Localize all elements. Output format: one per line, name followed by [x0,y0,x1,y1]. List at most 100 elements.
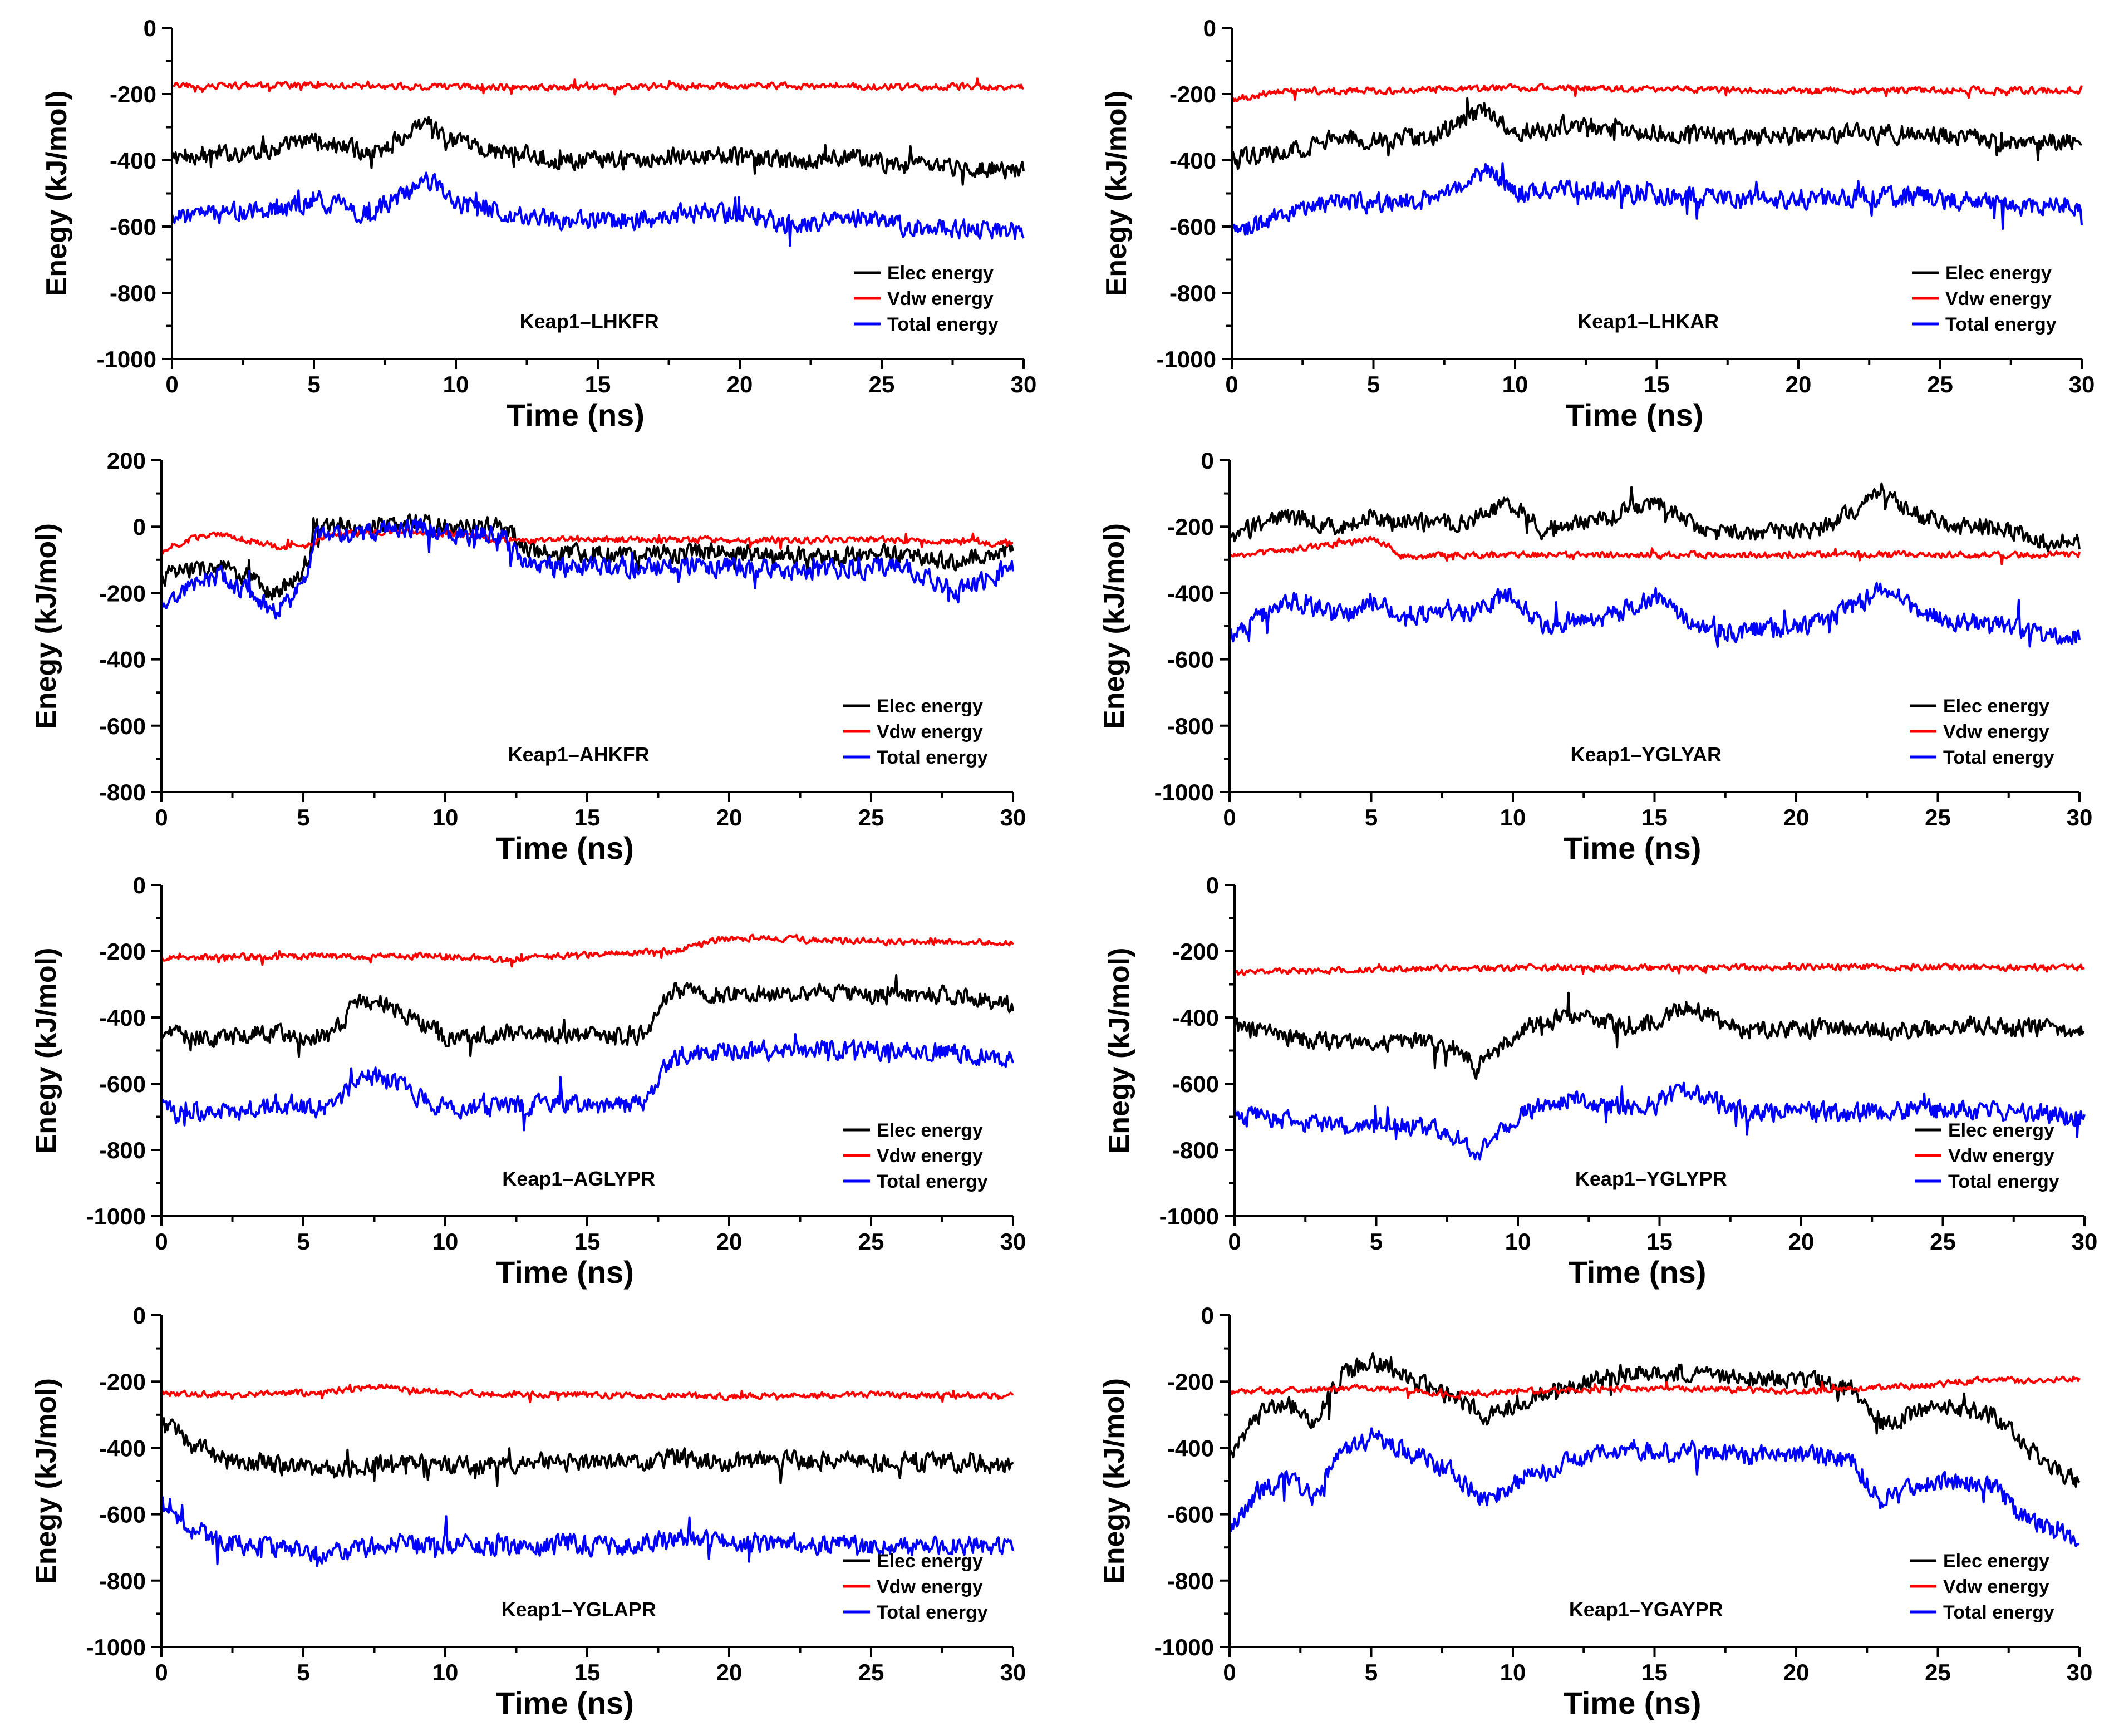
series-line-total-energy [160,518,1014,620]
series-line-elec-energy [160,513,1014,601]
series-line-vdw-energy [1233,962,2085,976]
legend: Elec energy Vdw energy Total energy [1910,696,2054,768]
y-tick-label: -800 [1172,1137,1219,1163]
x-tick-label: 15 [1641,1659,1668,1685]
x-tick-label: 15 [574,804,601,830]
y-axis-label: Enegy (kJ/mol) [1098,1378,1130,1584]
legend-label: Elec energy [1943,696,2049,717]
x-tick-label: 0 [165,371,178,397]
legend: Elec energy Vdw energy Total energy [1912,263,2057,335]
chart-title: Keap1–AHKFR [508,743,650,766]
series-line-elec-energy [1228,482,2081,553]
series-line-vdw-energy [1228,1375,2081,1400]
chart-title: Keap1–YGLYAR [1570,743,1721,766]
x-tick-label: 25 [1925,1659,1951,1685]
legend-label: Vdw energy [877,1145,983,1167]
x-tick-label: 15 [574,1659,601,1685]
y-tick-label: 0 [1206,872,1219,898]
y-tick-label: -200 [99,938,146,965]
legend-label: Vdw energy [877,1576,983,1597]
y-tick-label: -200 [1172,938,1219,965]
series-line-total-energy [1228,582,2081,648]
chart-panel-8: 0 -200 -400 -600 -800 -1000 0 5 10 15 20 25 30 Time (… [1098,1302,2092,1720]
x-tick-label: 15 [574,1228,601,1255]
y-tick-label: 0 [1203,15,1216,41]
series-line-total-energy [160,1033,1014,1132]
x-tick-label: 5 [1365,1659,1378,1685]
x-tick-label: 0 [155,1659,168,1685]
y-axis-label: Enegy (kJ/mol) [30,948,62,1154]
y-tick-label: -600 [99,1502,146,1528]
legend-label: Total energy [1943,1602,2054,1623]
chart-panel-7: 0 -200 -400 -600 -800 -1000 0 5 10 15 20 25 30 Time (… [30,1302,1026,1720]
x-axis-label: Time (ns) [1566,397,1704,432]
y-tick-label: -200 [99,580,146,606]
y-tick-label: -800 [99,1137,146,1163]
x-tick-label: 25 [858,804,884,830]
series-line-total-energy [1231,162,2083,236]
x-tick-label: 30 [1000,1228,1026,1255]
x-tick-label: 15 [1644,371,1670,397]
x-tick-label: 5 [297,1228,309,1255]
x-axis-label: Time (ns) [496,1685,634,1720]
legend: Elec energy Vdw energy Total energy [1915,1120,2059,1192]
x-tick-label: 0 [1225,371,1238,397]
legend-label: Total energy [877,1602,988,1623]
x-tick-label: 20 [1783,1659,1810,1685]
y-tick-label: -800 [1167,1568,1214,1594]
x-tick-label: 5 [297,1659,309,1685]
x-tick-label: 25 [869,371,895,397]
legend: Elec energy Vdw energy Total energy [843,1551,988,1623]
chart-title: Keap1–YGLYPR [1575,1167,1727,1190]
series-line-vdw-energy [1231,83,2083,103]
chart-title: Keap1–AGLYPR [502,1167,655,1190]
y-tick-label: -400 [99,1435,146,1461]
y-tick-label: -400 [99,1005,146,1031]
legend-label: Elec energy [877,696,983,717]
y-tick-label: -600 [1172,1071,1219,1097]
series-line-elec-energy [160,974,1014,1058]
x-tick-label: 15 [1646,1228,1673,1255]
y-tick-label: -1000 [97,346,156,372]
x-tick-label: 10 [1502,371,1528,397]
y-axis-label: Enegy (kJ/mol) [1100,91,1133,297]
y-tick-label: -600 [110,214,156,240]
y-tick-label: 0 [133,872,146,898]
legend-label: Elec energy [1948,1120,2054,1141]
series-line-elec-energy [171,116,1025,186]
x-tick-label: 0 [1228,1228,1241,1255]
y-tick-label: -200 [110,81,156,107]
x-tick-label: 0 [155,1228,168,1255]
x-tick-label: 5 [1370,1228,1383,1255]
x-tick-label: 30 [1011,371,1037,397]
x-tick-label: 0 [1223,804,1236,830]
y-tick-label: -1000 [1154,1634,1214,1660]
chart-title: Keap1–YGLAPR [502,1598,656,1621]
x-tick-label: 25 [1925,804,1951,830]
y-tick-label: -1000 [86,1203,146,1230]
y-tick-label: -200 [99,1369,146,1395]
y-tick-label: -1000 [1154,779,1214,805]
y-axis-label: Enegy (kJ/mol) [30,1378,62,1584]
y-tick-label: 0 [133,514,146,540]
series-line-total-energy [171,171,1025,247]
legend-label: Total energy [1943,747,2054,768]
legend: Elec energy Vdw energy Total energy [1910,1551,2054,1623]
legend-label: Elec energy [1943,1551,2049,1572]
legend-label: Vdw energy [1945,288,2052,309]
x-tick-label: 20 [727,371,753,397]
x-tick-label: 5 [297,804,309,830]
x-tick-label: 0 [155,804,168,830]
series-line-vdw-energy [160,527,1014,555]
legend-label: Vdw energy [1948,1145,2054,1167]
x-tick-label: 5 [307,371,320,397]
x-tick-label: 10 [432,804,459,830]
x-tick-label: 10 [432,1228,459,1255]
x-tick-label: 25 [1927,371,1953,397]
chart-panel-6: 0 -200 -400 -600 -800 -1000 0 5 10 15 20 25 30 Time (… [1103,872,2097,1290]
x-tick-label: 5 [1365,804,1378,830]
x-tick-label: 10 [1500,1659,1526,1685]
series-line-total-energy [1233,1081,2086,1161]
x-tick-label: 20 [716,1659,743,1685]
